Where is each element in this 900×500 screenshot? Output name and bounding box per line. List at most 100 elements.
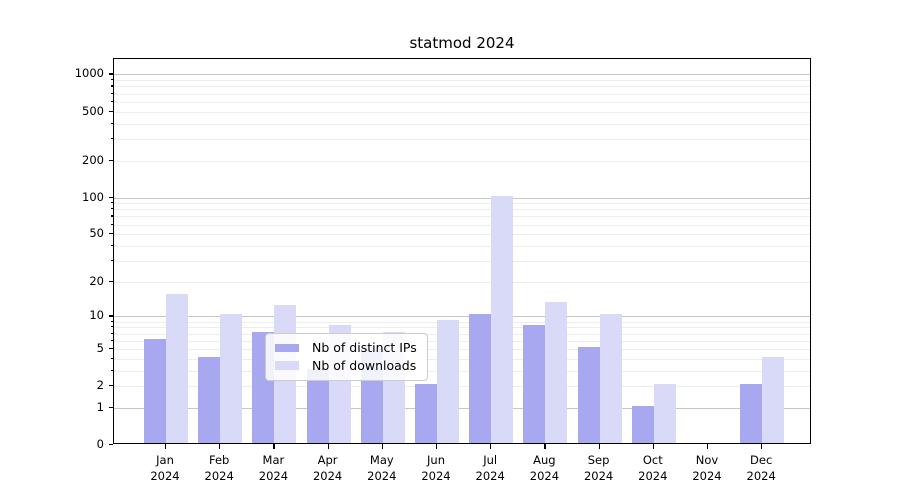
gridline-minor-2 (114, 386, 810, 388)
gridline-minor-3 (114, 370, 810, 372)
gridline-minor-20 (114, 281, 810, 283)
xtick-mark-jul (490, 444, 492, 449)
ytick-mark-minor-30 (110, 259, 113, 261)
bar-sep-distinct-ips (577, 346, 600, 443)
ytick-label-10: 10 (89, 308, 104, 323)
gridline-minor-400 (114, 123, 810, 125)
ytick-mark-10 (108, 315, 113, 317)
xtick-mark-dec (761, 444, 763, 449)
gridline-minor-500 (114, 111, 810, 113)
gridline-minor-80 (114, 209, 810, 211)
gridline-1 (114, 407, 810, 409)
gridline-minor-6 (114, 340, 810, 342)
xtick-mark-oct (652, 444, 654, 449)
ytick-mark-minor-6 (110, 339, 113, 341)
ytick-mark-minor-40 (110, 244, 113, 246)
legend-label-downloads: Nb of downloads (312, 357, 417, 373)
ytick-mark-500 (108, 110, 113, 112)
xtick-mark-jan (165, 444, 167, 449)
legend-row-downloads: Nb of downloads (275, 357, 417, 375)
gridline-minor-200 (114, 160, 810, 162)
xtick-mark-feb (219, 444, 221, 449)
ytick-mark-minor-8 (110, 326, 113, 328)
bar-jul-downloads (491, 195, 514, 443)
xtick-label-jul-2024: Jul 2024 (475, 453, 505, 483)
bar-aug-distinct-ips (523, 325, 546, 443)
xtick-label-oct-2024: Oct 2024 (638, 453, 668, 483)
ytick-mark-200 (108, 159, 113, 161)
legend: Nb of distinct IPs Nb of downloads (265, 333, 428, 381)
gridline-minor-700 (114, 93, 810, 95)
legend-label-distinct-ips: Nb of distinct IPs (312, 340, 417, 356)
ytick-mark-minor-900 (110, 79, 113, 81)
ytick-mark-minor-700 (110, 92, 113, 94)
xtick-label-sep-2024: Sep 2024 (583, 453, 614, 483)
xtick-mark-nov (707, 444, 709, 449)
ytick-mark-1000 (108, 73, 113, 75)
ytick-label-5: 5 (96, 340, 104, 355)
ytick-mark-minor-60 (110, 223, 113, 225)
xtick-mark-may (381, 444, 383, 449)
ytick-mark-minor-600 (110, 100, 113, 102)
gridline-10 (114, 316, 810, 318)
legend-swatch-downloads (275, 361, 299, 370)
bar-jun-downloads (437, 319, 459, 443)
ytick-mark-minor-9 (110, 320, 113, 322)
ytick-mark-minor-70 (110, 215, 113, 217)
ytick-mark-1 (108, 406, 113, 408)
gridline-minor-5 (114, 348, 810, 350)
gridline-minor-4 (114, 358, 810, 360)
ytick-mark-minor-80 (110, 208, 113, 210)
legend-row-distinct-ips: Nb of distinct IPs (275, 339, 417, 357)
chart-title: statmod 2024 (409, 34, 515, 52)
xtick-label-feb-2024: Feb 2024 (204, 453, 234, 483)
gridline-minor-90 (114, 203, 810, 205)
ytick-label-1000: 1000 (74, 66, 104, 81)
ytick-label-200: 200 (82, 152, 104, 167)
ytick-label-2: 2 (96, 378, 104, 393)
xtick-label-jan-2024: Jan 2024 (150, 453, 180, 483)
ytick-label-20: 20 (89, 273, 104, 288)
gridline-minor-900 (114, 80, 810, 82)
bar-jul-distinct-ips (469, 314, 492, 443)
xtick-label-apr-2024: Apr 2024 (312, 453, 343, 483)
ytick-label-50: 50 (89, 226, 104, 241)
gridline-minor-30 (114, 260, 810, 262)
ytick-mark-minor-800 (110, 85, 113, 87)
ytick-mark-0 (108, 444, 113, 446)
legend-swatch-distinct-ips (275, 343, 299, 352)
gridline-minor-70 (114, 216, 810, 218)
ytick-mark-50 (108, 233, 113, 235)
bar-oct-distinct-ips (631, 405, 654, 443)
bar-jun-distinct-ips (415, 384, 437, 443)
xtick-label-mar-2024: Mar 2024 (258, 453, 289, 483)
ytick-label-0: 0 (96, 437, 104, 451)
bar-aug-downloads (545, 301, 568, 443)
xtick-label-may-2024: May 2024 (367, 453, 397, 483)
bar-feb-distinct-ips (198, 356, 221, 443)
ytick-mark-20 (108, 280, 113, 282)
plot-area (113, 58, 811, 444)
gridline-1000 (114, 74, 810, 76)
xtick-mark-sep (598, 444, 600, 449)
xtick-label-dec-2024: Dec 2024 (746, 453, 776, 483)
gridline-minor-40 (114, 245, 810, 247)
bar-feb-downloads (220, 314, 243, 443)
ytick-mark-minor-3 (110, 369, 113, 371)
gridline-minor-50 (114, 234, 810, 236)
xtick-mark-apr (327, 444, 329, 449)
bar-sep-downloads (599, 314, 622, 443)
ytick-label-1: 1 (96, 399, 104, 414)
ytick-mark-100 (108, 196, 113, 198)
ytick-mark-minor-90 (110, 202, 113, 204)
bar-dec-downloads (762, 356, 785, 443)
xtick-mark-jun (436, 444, 438, 449)
bar-apr-distinct-ips (306, 368, 329, 443)
gridline-minor-600 (114, 101, 810, 103)
xtick-mark-mar (273, 444, 275, 449)
xtick-mark-aug (544, 444, 546, 449)
gridline-minor-60 (114, 224, 810, 226)
bar-jan-downloads (166, 294, 188, 443)
gridline-minor-7 (114, 333, 810, 335)
